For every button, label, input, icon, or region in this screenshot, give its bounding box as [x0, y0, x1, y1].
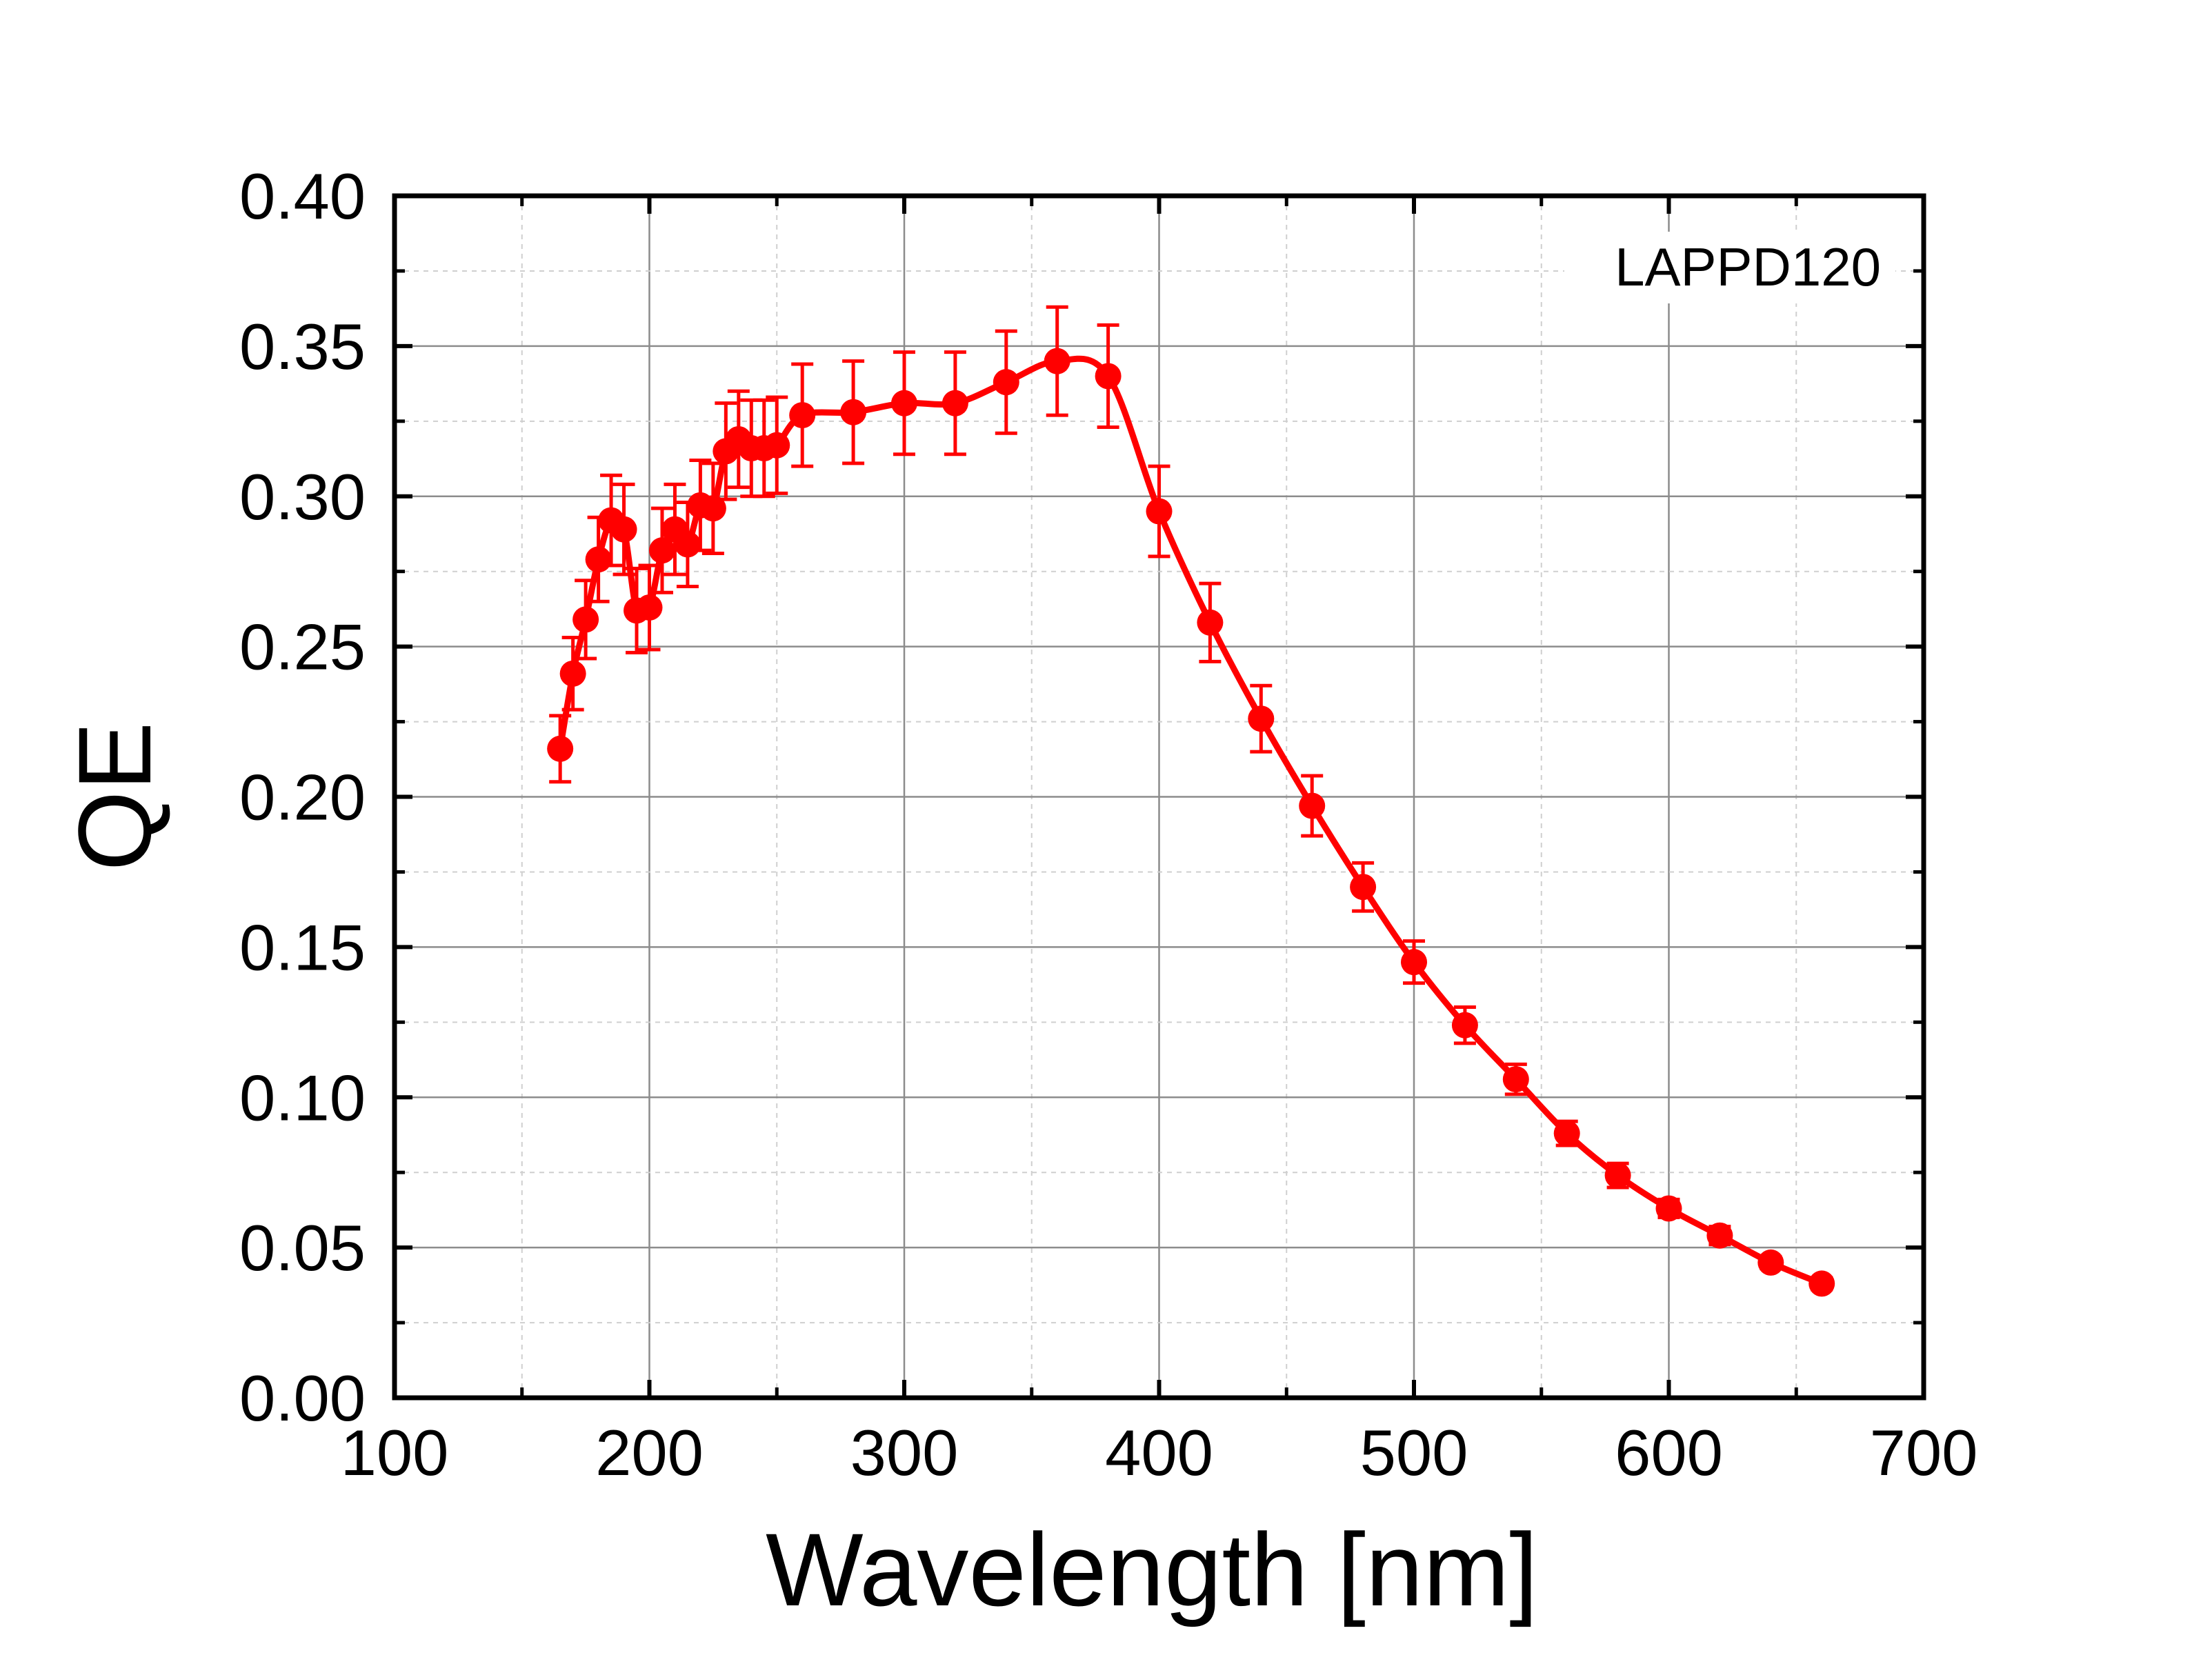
data-point — [1095, 363, 1122, 390]
x-tick-label: 700 — [1870, 1416, 1978, 1489]
x-tick-label: 300 — [850, 1416, 959, 1489]
x-axis-label: Wavelength [nm] — [766, 1512, 1538, 1627]
data-point — [1299, 792, 1326, 819]
data-point — [1553, 1120, 1580, 1147]
data-series — [547, 305, 1835, 1297]
y-tick-label: 0.40 — [239, 160, 366, 232]
data-point — [572, 606, 599, 633]
y-tick-label: 0.05 — [239, 1212, 366, 1284]
y-axis-label: QE — [57, 722, 172, 872]
y-tick-label: 0.10 — [239, 1061, 366, 1134]
data-point — [1197, 609, 1224, 636]
data-point — [610, 516, 637, 543]
data-point — [1146, 498, 1173, 525]
data-point — [547, 735, 574, 762]
y-tick-label: 0.25 — [239, 611, 366, 683]
x-tick-label: 100 — [341, 1416, 449, 1489]
x-tick-label: 500 — [1360, 1416, 1468, 1489]
x-tick-label: 200 — [595, 1416, 704, 1489]
data-point — [648, 537, 675, 564]
data-point — [1655, 1195, 1682, 1222]
data-point — [764, 432, 790, 459]
data-point — [1401, 949, 1427, 976]
legend-label: LAPPD120 — [1615, 237, 1881, 297]
data-point — [699, 495, 726, 522]
data-point — [1757, 1249, 1784, 1276]
data-point — [1706, 1222, 1733, 1249]
data-point — [993, 369, 1019, 396]
data-point — [1451, 1012, 1478, 1039]
data-point — [840, 399, 867, 425]
data-point — [559, 660, 586, 687]
legend-box — [1564, 232, 1895, 303]
x-tick-label: 400 — [1105, 1416, 1213, 1489]
data-point — [1809, 1270, 1835, 1297]
x-tick-label: 600 — [1615, 1416, 1723, 1489]
y-tick-label: 0.20 — [239, 761, 366, 834]
data-point — [674, 531, 701, 558]
y-tick-label: 0.30 — [239, 461, 366, 533]
y-tick-label: 0.00 — [239, 1362, 366, 1434]
data-point — [941, 390, 968, 417]
data-point — [636, 594, 663, 621]
tick-labels: 100 200 300 400 500 600 700 0.00 0.05 0.10 0.15 0.2… — [239, 160, 1977, 1489]
y-tick-label: 0.35 — [239, 310, 366, 383]
data-point — [1502, 1066, 1529, 1093]
y-tick-label: 0.15 — [239, 911, 366, 983]
data-point — [789, 402, 816, 429]
data-point — [1044, 348, 1070, 374]
plot-frame — [392, 193, 1926, 1401]
data-point — [891, 390, 917, 417]
data-point — [1248, 705, 1275, 732]
data-point — [1350, 874, 1377, 901]
data-point — [585, 546, 612, 573]
data-point — [1604, 1162, 1631, 1189]
